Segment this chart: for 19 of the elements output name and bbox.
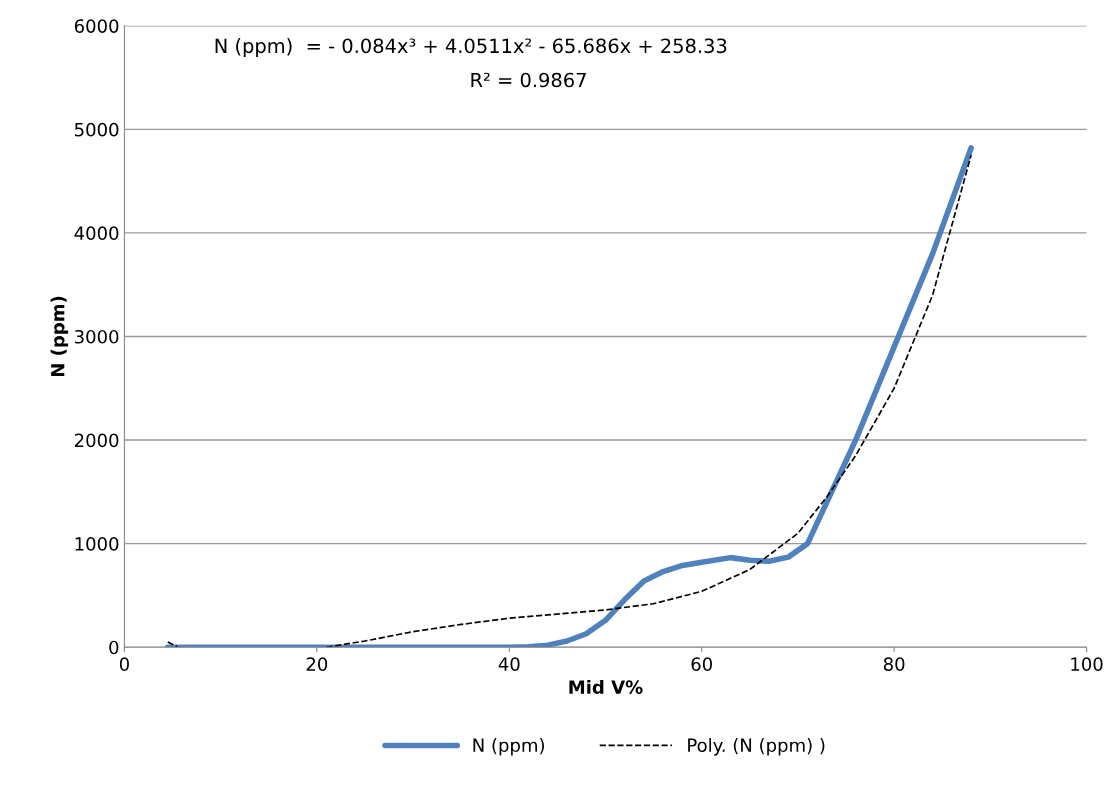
- y-axis-title: N (ppm): [50, 296, 69, 377]
- y-tick-label: 2000: [74, 433, 119, 448]
- y-tick-label: 6000: [74, 19, 119, 33]
- legend-label: N (ppm): [473, 738, 544, 756]
- y-tick-label: 1000: [75, 537, 119, 551]
- y-tick-label: 4000: [74, 226, 119, 241]
- legend-label: Poly. (N (ppm) ): [688, 738, 825, 756]
- x-axis-title: Mid V%: [569, 679, 643, 694]
- x-tick-label: 0: [119, 657, 129, 671]
- y-tick-label: 0: [109, 640, 119, 655]
- annotation: R² = 0.9867: [471, 72, 586, 88]
- x-tick-label: 80: [883, 657, 905, 671]
- x-tick-label: 60: [691, 657, 712, 671]
- x-tick-label: 20: [306, 657, 328, 671]
- y-tick-label: 3000: [75, 329, 119, 344]
- y-tick-label: 5000: [75, 122, 119, 137]
- annotation: N (ppm) = - 0.084x³ + 4.0511x² - 65.686x + 258.33: [215, 38, 727, 57]
- x-tick-label: 100: [1071, 657, 1103, 671]
- x-tick-label: 40: [498, 657, 520, 671]
